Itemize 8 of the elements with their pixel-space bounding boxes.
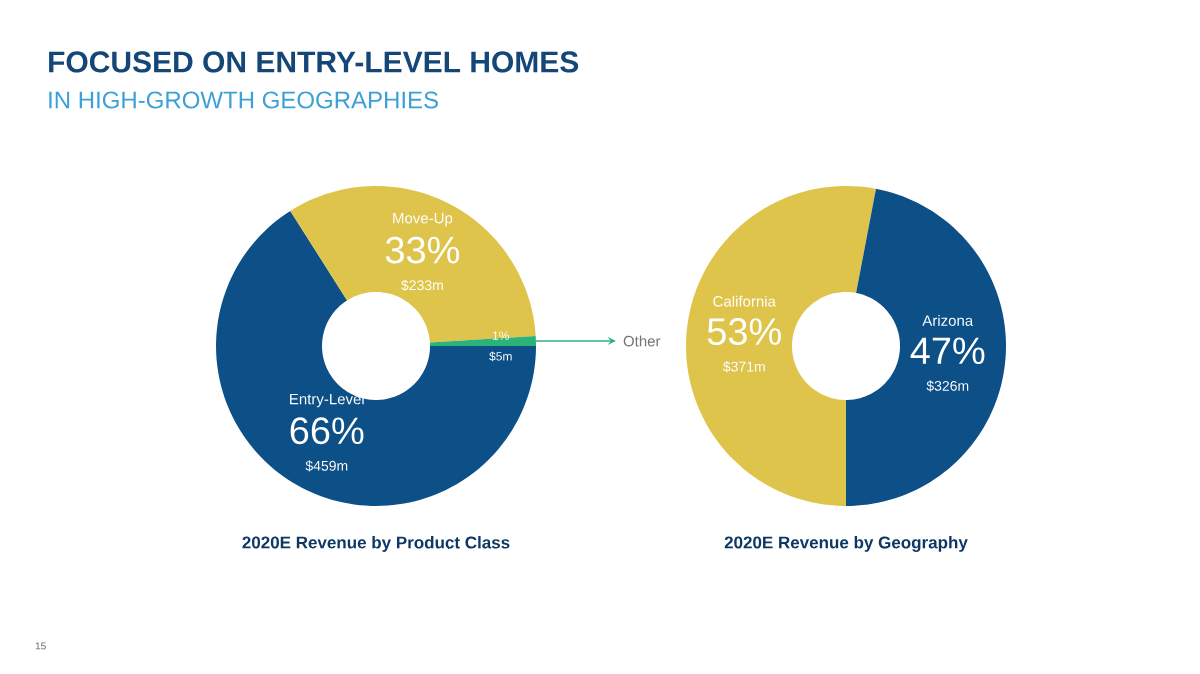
text: 2020E Revenue by Product Class [242, 536, 510, 552]
data-label: 33% [385, 236, 460, 264]
data-label: 47% [910, 337, 985, 365]
data-label: 53% [707, 318, 781, 346]
chart-subtitle: IN HIGH-GROWTH GEOGRAPHIES [49, 91, 438, 109]
text: 2020E Revenue by Geography [724, 536, 968, 552]
chart-title: FOCUSED ON ENTRY-LEVEL HOMES [49, 51, 579, 73]
data-label: 66% [290, 417, 364, 445]
